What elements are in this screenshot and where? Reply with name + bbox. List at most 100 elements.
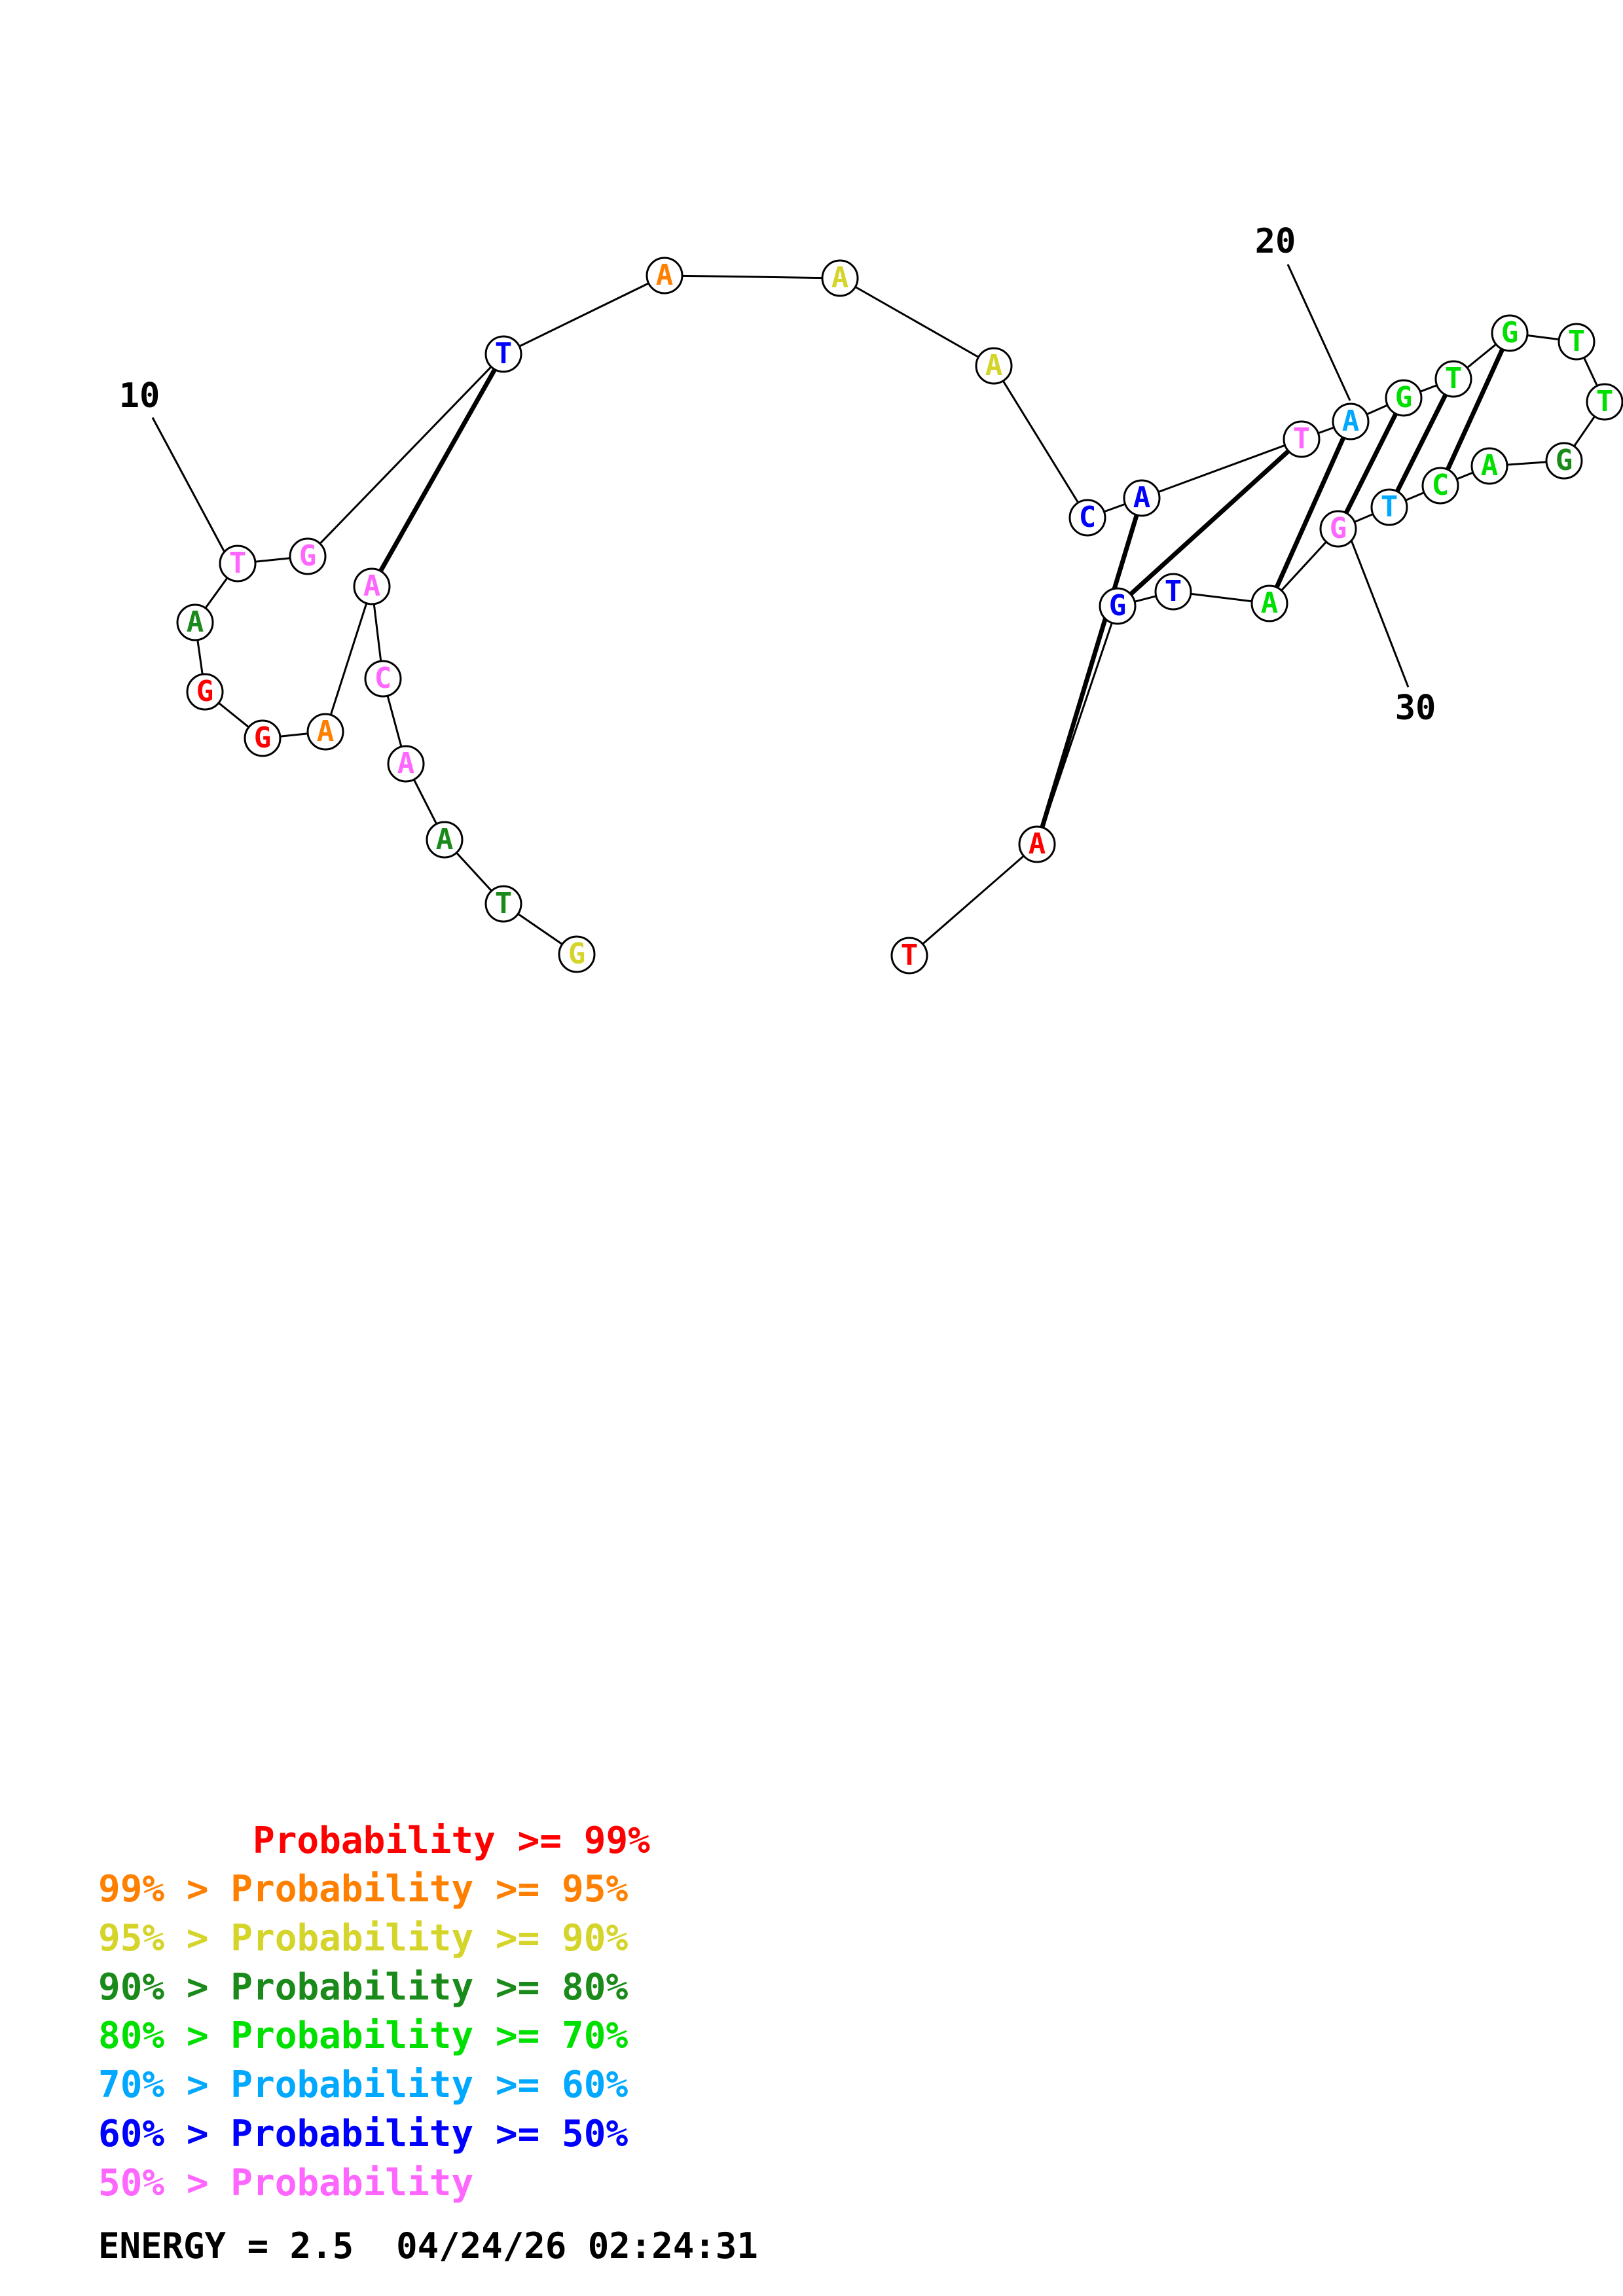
nucleotide-circle: [484, 885, 522, 923]
nucleotide-letter: G: [254, 721, 272, 755]
nucleotide-letter: G: [1556, 444, 1573, 477]
nucleotide-circle: [244, 719, 282, 757]
nucleotide: G: [1545, 442, 1583, 480]
nucleotide-letter: A: [985, 349, 1003, 382]
nucleotide: A: [1123, 479, 1161, 517]
nucleotide-letter: G: [299, 539, 317, 573]
nucleotide-letter: T: [495, 887, 513, 920]
nucleotide-circle: [176, 603, 214, 641]
nucleotide: T: [219, 545, 257, 583]
nucleotide-circle: [186, 673, 224, 711]
nucleotide-letter: A: [1481, 449, 1499, 482]
nucleotide-letter: T: [1293, 422, 1311, 456]
nucleotide-circle: [821, 259, 859, 297]
nucleotide-letter: A: [187, 605, 204, 639]
nucleotide-letter: C: [374, 662, 392, 695]
nucleotide-letter: A: [317, 715, 335, 748]
nucleotide-circle: [1332, 403, 1370, 440]
nucleotide-letter: A: [831, 261, 849, 295]
nucleotide-letter: T: [1445, 362, 1463, 395]
nucleotide: T: [1154, 573, 1192, 611]
number-tick-line: [151, 417, 228, 558]
nucleotide-circle: [364, 660, 402, 698]
base-pair-bond: [1267, 420, 1353, 605]
nucleotide-circle: [353, 567, 391, 605]
backbone-lines: [194, 274, 1606, 957]
nucleotide: A: [1332, 403, 1370, 440]
nucleotide-letter: A: [397, 747, 415, 780]
nucleotide: C: [364, 660, 402, 698]
nucleotide-circle: [289, 537, 327, 575]
base-pair-bond: [369, 353, 506, 588]
nucleotide-circle: [1491, 314, 1529, 352]
nucleotide: A: [426, 821, 464, 859]
nucleotide-circle: [1283, 420, 1321, 458]
nucleotide-circle: [1370, 488, 1408, 526]
nucleotide-letter: A: [1342, 404, 1360, 438]
nucleotide-circle: [558, 935, 596, 973]
nucleotide: A: [1250, 584, 1288, 622]
nucleotide: T: [1370, 488, 1408, 526]
nucleotide-letter: A: [363, 569, 381, 603]
nucleotide-letter: G: [1501, 316, 1519, 350]
nucleotide: A: [821, 259, 859, 297]
nucleotide-letter: T: [1381, 490, 1398, 524]
base-pair-lines: [369, 332, 1512, 846]
nucleotide: T: [1283, 420, 1321, 458]
nucleotide: A: [306, 713, 344, 751]
nucleotide-circle: [1586, 383, 1623, 421]
base-pair-bond: [1387, 378, 1456, 509]
nucleotide-letter: C: [1432, 469, 1450, 502]
nucleotide: G: [1099, 587, 1137, 625]
base-pair-bond: [1438, 332, 1512, 487]
nucleotide-letter: G: [196, 675, 214, 708]
nucleotide: G: [186, 673, 224, 711]
nucleotide: T: [484, 335, 522, 373]
nucleotide-circle: [1545, 442, 1583, 480]
nucleotide: G: [558, 935, 596, 973]
position-number-label: 20: [1255, 222, 1296, 261]
nucleotide-letter: A: [1261, 586, 1279, 620]
nucleotide: T: [1586, 383, 1623, 421]
nucleotide: G: [1385, 379, 1423, 417]
nucleotide: T: [484, 885, 522, 923]
nucleotide-circle: [890, 937, 928, 975]
nucleotide: A: [387, 745, 425, 783]
nucleotide-letter: A: [656, 259, 674, 292]
nucleotide-circle: [484, 335, 522, 373]
nucleotide: T: [890, 937, 928, 975]
base-pair-bond: [1034, 497, 1144, 846]
nucleotide: A: [646, 257, 684, 295]
nucleotide-letter: A: [1029, 827, 1046, 861]
nucleotide-letter: A: [1133, 481, 1151, 514]
nucleotide: T: [1434, 360, 1472, 398]
nucleotide-circle: [1123, 479, 1161, 517]
number-tick-line: [1349, 538, 1410, 688]
nucleotide-circle: [1154, 573, 1192, 611]
nucleotide-circle: [1385, 379, 1423, 417]
nucleotide-circle: [1319, 510, 1357, 548]
nucleotide: A: [1470, 447, 1508, 485]
position-number-label: 30: [1395, 689, 1436, 728]
nucleotide-letter: A: [436, 823, 454, 856]
nucleotide-circle: [1558, 323, 1596, 361]
nucleotide: A: [176, 603, 214, 641]
backbone-segment: [664, 274, 841, 279]
backbone-segment: [503, 274, 665, 355]
nucleotide-letter: T: [229, 547, 247, 580]
nucleotide-letter: T: [901, 939, 919, 972]
nucleotide-circle: [426, 821, 464, 859]
nucleotide-circle: [219, 545, 257, 583]
nucleotide-letter: G: [1109, 589, 1127, 622]
nucleotide-letter: G: [1395, 381, 1413, 414]
nucleotide-circle: [1470, 447, 1508, 485]
backbone-segment: [1141, 438, 1302, 499]
nucleotide: G: [244, 719, 282, 757]
nucleotide-letter: T: [1596, 385, 1614, 418]
backbone-segment: [993, 365, 1089, 518]
nucleotide-letter: T: [1165, 575, 1182, 608]
nucleotide: C: [1421, 467, 1459, 505]
nucleotide-circle: [1434, 360, 1472, 398]
